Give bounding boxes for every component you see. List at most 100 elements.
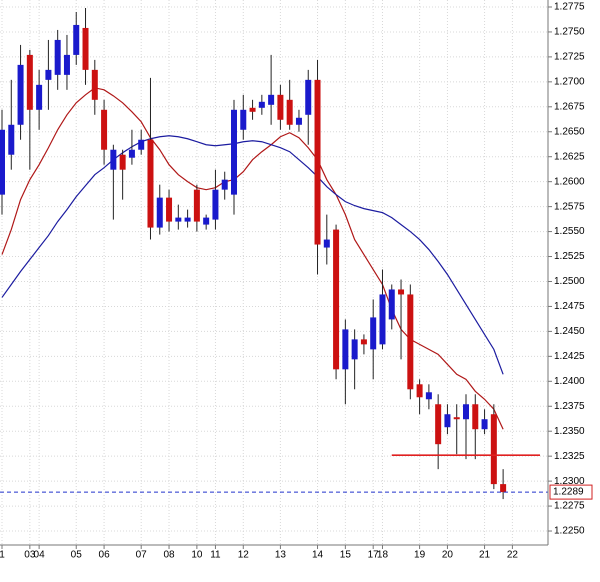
y-tick-label: 1.2375	[554, 401, 585, 412]
candle-body	[166, 197, 173, 222]
moving-average-line	[1, 87, 504, 430]
y-tick-label: 1.2675	[554, 101, 585, 112]
candle-body	[45, 69, 52, 80]
y-tick-label: 1.2525	[554, 251, 585, 262]
y-tick-label: 1.2450	[554, 326, 585, 337]
candle-body	[17, 64, 24, 125]
current-price-label: 1.2289	[553, 487, 584, 498]
candle-body	[82, 27, 89, 70]
moving-average-line	[1, 135, 504, 375]
candle-body	[184, 217, 191, 222]
y-tick-label: 1.2775	[554, 2, 585, 13]
y-tick-label: 1.2425	[554, 351, 585, 362]
x-tick-label: 10	[191, 550, 203, 561]
y-tick-label: 1.2700	[554, 76, 585, 87]
candle-body	[500, 484, 507, 493]
candle-body	[425, 392, 432, 400]
candle-body	[472, 404, 479, 430]
candle-body	[453, 417, 460, 420]
candle-body	[101, 109, 108, 150]
candle-body	[36, 84, 43, 110]
candle-body	[407, 294, 414, 390]
x-tick-label: 04	[34, 550, 46, 561]
candle-body	[203, 217, 210, 225]
candle-body	[63, 54, 70, 75]
x-tick-label: 20	[442, 550, 454, 561]
candle-body	[175, 217, 182, 222]
x-tick-label: 03	[24, 550, 36, 561]
candle-body	[258, 101, 265, 108]
x-tick-label: 1	[0, 550, 5, 561]
candle-body	[323, 239, 330, 248]
y-tick-label: 1.2325	[554, 451, 585, 462]
candle-body	[481, 419, 488, 430]
x-tick-label: 07	[136, 550, 148, 561]
candle-body	[305, 79, 312, 115]
candle-body	[240, 109, 247, 130]
x-tick-label: 14	[312, 550, 324, 561]
candle-body	[8, 124, 15, 155]
candle-body	[54, 39, 61, 75]
candle-body	[379, 294, 386, 345]
y-tick-label: 1.2625	[554, 151, 585, 162]
candle-body	[295, 117, 302, 125]
y-tick-label: 1.2500	[554, 276, 585, 287]
candle-body	[0, 129, 5, 195]
candle-body	[351, 339, 358, 360]
y-tick-label: 1.2550	[554, 226, 585, 237]
candle-body	[119, 154, 126, 170]
candle-body	[277, 94, 284, 120]
x-tick-label: 05	[71, 550, 83, 561]
y-tick-label: 1.2650	[554, 126, 585, 137]
x-tick-label: 15	[340, 550, 352, 561]
candle-body	[444, 414, 451, 428]
candle-body	[490, 414, 497, 485]
candle-body	[156, 197, 163, 228]
candle-body	[91, 69, 98, 100]
y-tick-label: 1.2350	[554, 426, 585, 437]
candle-body	[138, 139, 145, 150]
x-tick-label: 22	[507, 550, 519, 561]
y-tick-label: 1.2275	[554, 501, 585, 512]
y-tick-label: 1.2300	[554, 476, 585, 487]
candle-body	[73, 24, 80, 55]
plot	[0, 7, 548, 500]
candle-body	[268, 94, 275, 105]
y-tick-label: 1.2725	[554, 52, 585, 63]
candle-body	[26, 54, 33, 110]
candle-body	[193, 189, 200, 222]
x-tick-label: 08	[163, 550, 175, 561]
candle-body	[110, 149, 117, 170]
candle-body	[231, 109, 237, 195]
y-tick-label: 1.2475	[554, 301, 585, 312]
x-tick-label: 12	[238, 550, 250, 561]
candle-body	[398, 289, 405, 295]
candle-body	[314, 79, 321, 245]
candle-body	[416, 384, 423, 398]
y-tick-label: 1.2400	[554, 376, 585, 387]
x-tick-label: 17	[368, 550, 380, 561]
candle-body	[212, 189, 219, 220]
x-tick-label: 18	[377, 550, 389, 561]
candle-body	[463, 404, 469, 420]
current-price-box	[549, 484, 593, 500]
x-tick-label: 11	[210, 550, 221, 561]
candle-body	[370, 317, 377, 350]
y-tick-label: 1.2250	[554, 526, 585, 537]
candle-body	[221, 179, 228, 190]
y-tick-label: 1.2750	[554, 27, 585, 38]
candle-body	[249, 107, 256, 112]
candle-body	[286, 99, 293, 125]
x-tick-label: 19	[414, 550, 426, 561]
candle-body	[435, 404, 442, 445]
candle-body	[342, 329, 349, 370]
x-tick-label: 13	[275, 550, 287, 561]
x-tick-label: 21	[479, 550, 491, 561]
candle-body	[360, 339, 367, 345]
candle-body	[333, 229, 340, 370]
candle-body	[388, 289, 395, 320]
x-tick-label: 06	[99, 550, 111, 561]
candle-body	[147, 139, 154, 228]
